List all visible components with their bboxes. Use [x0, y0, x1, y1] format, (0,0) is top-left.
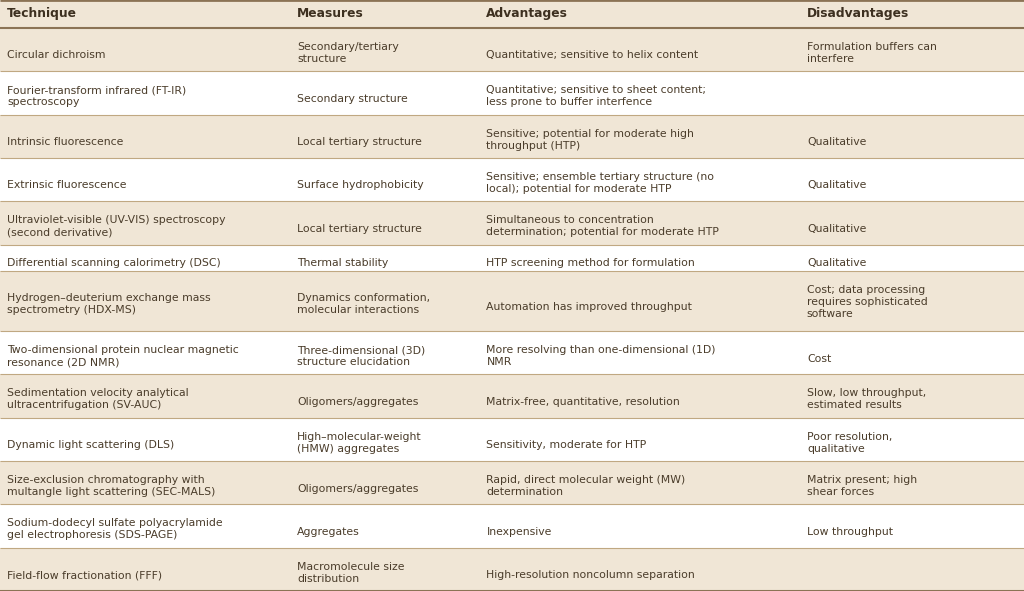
Text: Extrinsic fluorescence: Extrinsic fluorescence — [7, 180, 127, 190]
Text: Qualitative: Qualitative — [807, 180, 866, 190]
Text: Dynamic light scattering (DLS): Dynamic light scattering (DLS) — [7, 440, 174, 450]
Bar — [0, 548, 1024, 591]
Text: Formulation buffers can
interfere: Formulation buffers can interfere — [807, 42, 937, 64]
Text: More resolving than one-dimensional (1D)
NMR: More resolving than one-dimensional (1D)… — [486, 345, 716, 367]
Text: Technique: Technique — [7, 8, 77, 21]
Text: Qualitative: Qualitative — [807, 224, 866, 233]
Text: Quantitative; sensitive to helix content: Quantitative; sensitive to helix content — [486, 50, 698, 60]
Text: Sensitive; ensemble tertiary structure (no
local); potential for moderate HTP: Sensitive; ensemble tertiary structure (… — [486, 172, 715, 194]
Text: Circular dichroism: Circular dichroism — [7, 50, 105, 60]
Text: Simultaneous to concentration
determination; potential for moderate HTP: Simultaneous to concentration determinat… — [486, 215, 719, 237]
Text: Disadvantages: Disadvantages — [807, 8, 909, 21]
Text: Size-exclusion chromatography with
multangle light scattering (SEC-MALS): Size-exclusion chromatography with multa… — [7, 475, 215, 497]
Bar — [0, 245, 1024, 271]
Text: Two-dimensional protein nuclear magnetic
resonance (2D NMR): Two-dimensional protein nuclear magnetic… — [7, 345, 239, 367]
Text: Field-flow fractionation (FFF): Field-flow fractionation (FFF) — [7, 570, 162, 580]
Bar — [0, 115, 1024, 158]
Bar — [0, 28, 1024, 72]
Text: HTP screening method for formulation: HTP screening method for formulation — [486, 258, 695, 268]
Text: Cost; data processing
requires sophisticated
software: Cost; data processing requires sophistic… — [807, 285, 928, 319]
Text: Intrinsic fluorescence: Intrinsic fluorescence — [7, 137, 124, 147]
Text: Low throughput: Low throughput — [807, 527, 893, 537]
Text: Sensitive; potential for moderate high
throughput (HTP): Sensitive; potential for moderate high t… — [486, 128, 694, 151]
Text: Differential scanning calorimetry (DSC): Differential scanning calorimetry (DSC) — [7, 258, 221, 268]
Bar — [0, 72, 1024, 115]
Text: Matrix-free, quantitative, resolution: Matrix-free, quantitative, resolution — [486, 397, 680, 407]
Text: Cost: Cost — [807, 353, 831, 363]
Bar — [0, 375, 1024, 418]
Text: Surface hydrophobicity: Surface hydrophobicity — [297, 180, 424, 190]
Text: Thermal stability: Thermal stability — [297, 258, 388, 268]
Text: Inexpensive: Inexpensive — [486, 527, 552, 537]
Text: Oligomers/aggregates: Oligomers/aggregates — [297, 397, 419, 407]
Text: Measures: Measures — [297, 8, 364, 21]
Text: Sensitivity, moderate for HTP: Sensitivity, moderate for HTP — [486, 440, 646, 450]
Bar — [0, 271, 1024, 331]
Text: Rapid, direct molecular weight (MW)
determination: Rapid, direct molecular weight (MW) dete… — [486, 475, 686, 497]
Text: Dynamics conformation,
molecular interactions: Dynamics conformation, molecular interac… — [297, 293, 430, 315]
Text: Macromolecule size
distribution: Macromolecule size distribution — [297, 561, 404, 584]
Bar — [0, 158, 1024, 201]
Text: High-resolution noncolumn separation: High-resolution noncolumn separation — [486, 570, 695, 580]
Bar — [0, 201, 1024, 245]
Bar — [0, 461, 1024, 504]
Text: Automation has improved throughput: Automation has improved throughput — [486, 302, 692, 312]
Text: Local tertiary structure: Local tertiary structure — [297, 224, 422, 233]
Text: Slow, low throughput,
estimated results: Slow, low throughput, estimated results — [807, 388, 926, 410]
Text: Advantages: Advantages — [486, 8, 568, 21]
Bar — [0, 504, 1024, 548]
Text: Local tertiary structure: Local tertiary structure — [297, 137, 422, 147]
Text: Sodium-dodecyl sulfate polyacrylamide
gel electrophoresis (SDS-PAGE): Sodium-dodecyl sulfate polyacrylamide ge… — [7, 518, 223, 540]
Text: Poor resolution,
qualitative: Poor resolution, qualitative — [807, 431, 892, 454]
Text: Sedimentation velocity analytical
ultracentrifugation (SV-AUC): Sedimentation velocity analytical ultrac… — [7, 388, 188, 410]
Text: Aggregates: Aggregates — [297, 527, 359, 537]
Text: Quantitative; sensitive to sheet content;
less prone to buffer interfence: Quantitative; sensitive to sheet content… — [486, 85, 707, 107]
Text: Qualitative: Qualitative — [807, 137, 866, 147]
Bar — [0, 0, 1024, 28]
Bar — [0, 331, 1024, 375]
Text: Fourier-transform infrared (FT-IR)
spectroscopy: Fourier-transform infrared (FT-IR) spect… — [7, 85, 186, 107]
Text: Three-dimensional (3D)
structure elucidation: Three-dimensional (3D) structure elucida… — [297, 345, 425, 367]
Text: High–molecular-weight
(HMW) aggregates: High–molecular-weight (HMW) aggregates — [297, 431, 422, 454]
Text: Qualitative: Qualitative — [807, 258, 866, 268]
Text: Ultraviolet-visible (UV-VIS) spectroscopy
(second derivative): Ultraviolet-visible (UV-VIS) spectroscop… — [7, 215, 225, 237]
Text: Secondary structure: Secondary structure — [297, 94, 408, 104]
Text: Hydrogen–deuterium exchange mass
spectrometry (HDX-MS): Hydrogen–deuterium exchange mass spectro… — [7, 293, 211, 315]
Text: Matrix present; high
shear forces: Matrix present; high shear forces — [807, 475, 918, 497]
Bar — [0, 418, 1024, 461]
Text: Oligomers/aggregates: Oligomers/aggregates — [297, 483, 419, 493]
Text: Secondary/tertiary
structure: Secondary/tertiary structure — [297, 42, 398, 64]
